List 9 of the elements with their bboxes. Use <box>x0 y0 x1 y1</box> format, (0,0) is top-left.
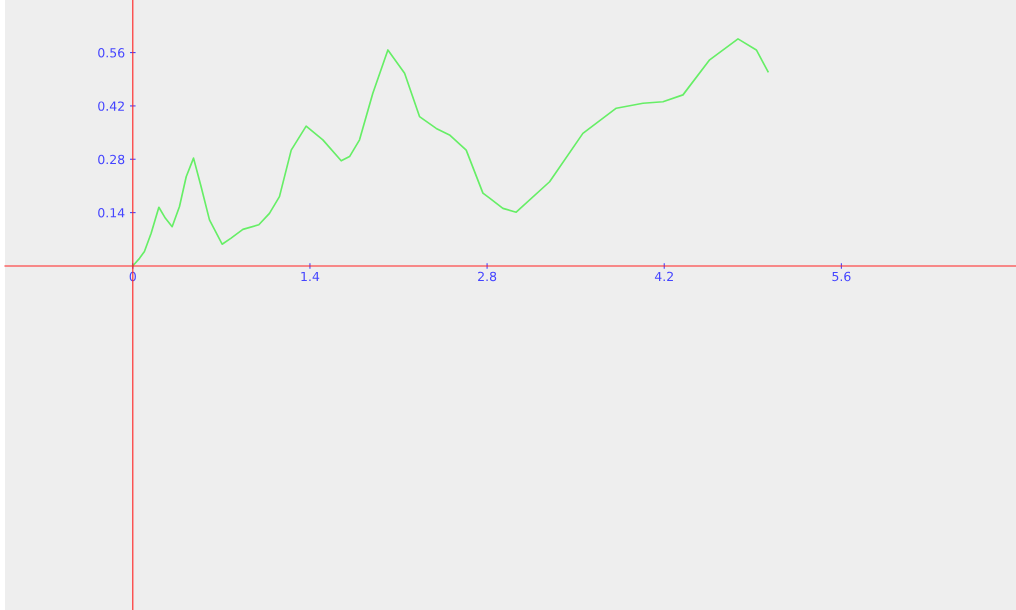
x-tick-label: 1.4 <box>301 271 320 281</box>
x-tick-label: 4.2 <box>654 271 673 281</box>
y-tick-label: 0.14 <box>98 208 125 218</box>
x-tick-label: 5.6 <box>832 271 851 282</box>
y-tick-label: 0.28 <box>98 154 125 165</box>
x-tick-label: 2.8 <box>478 271 497 282</box>
y-tick-label: 0.56 <box>98 48 125 58</box>
line-series <box>131 38 769 267</box>
y-tick-label: 0.42 <box>98 101 124 111</box>
